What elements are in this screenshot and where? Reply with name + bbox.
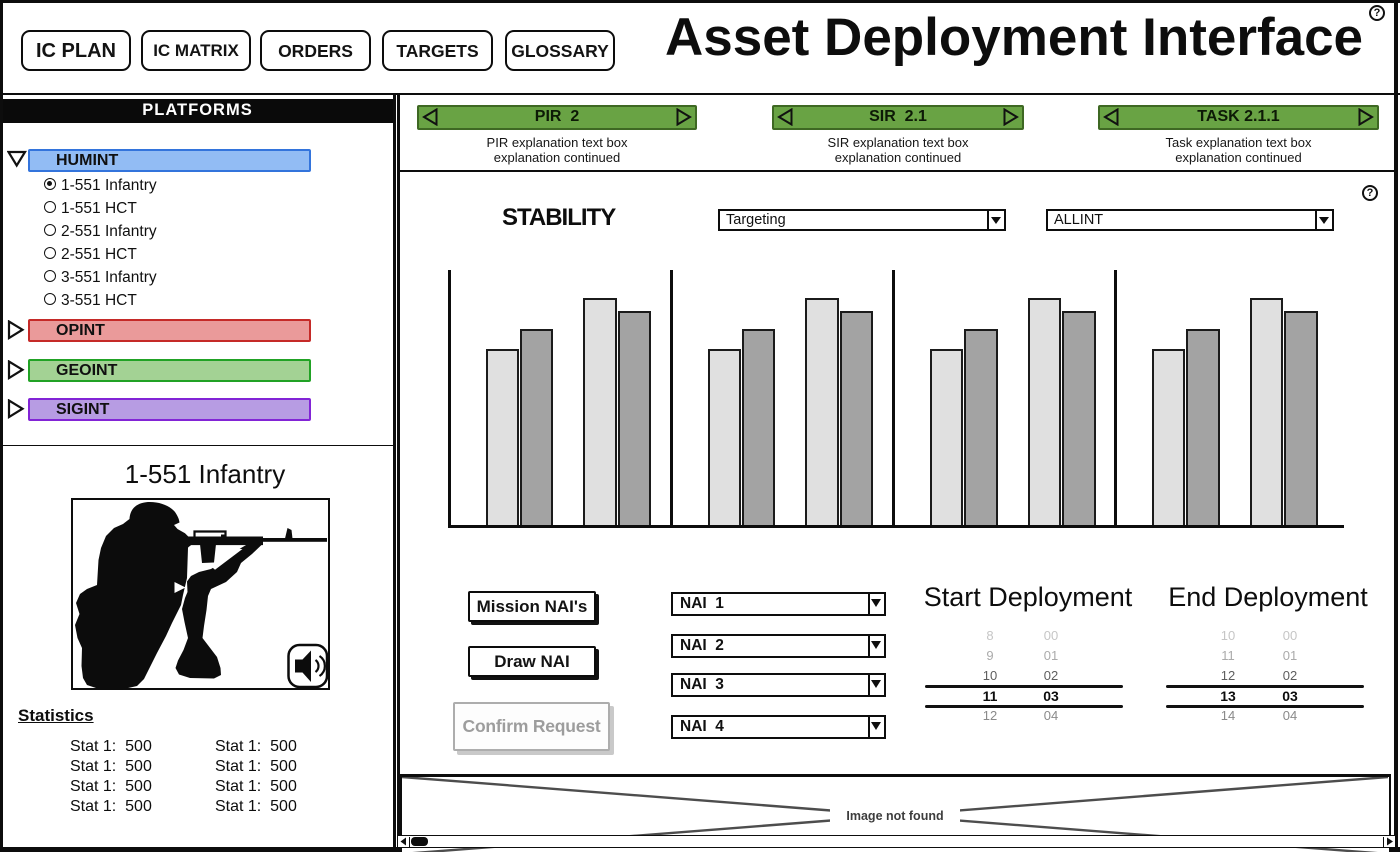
- svg-text:Image not found: Image not found: [846, 809, 943, 823]
